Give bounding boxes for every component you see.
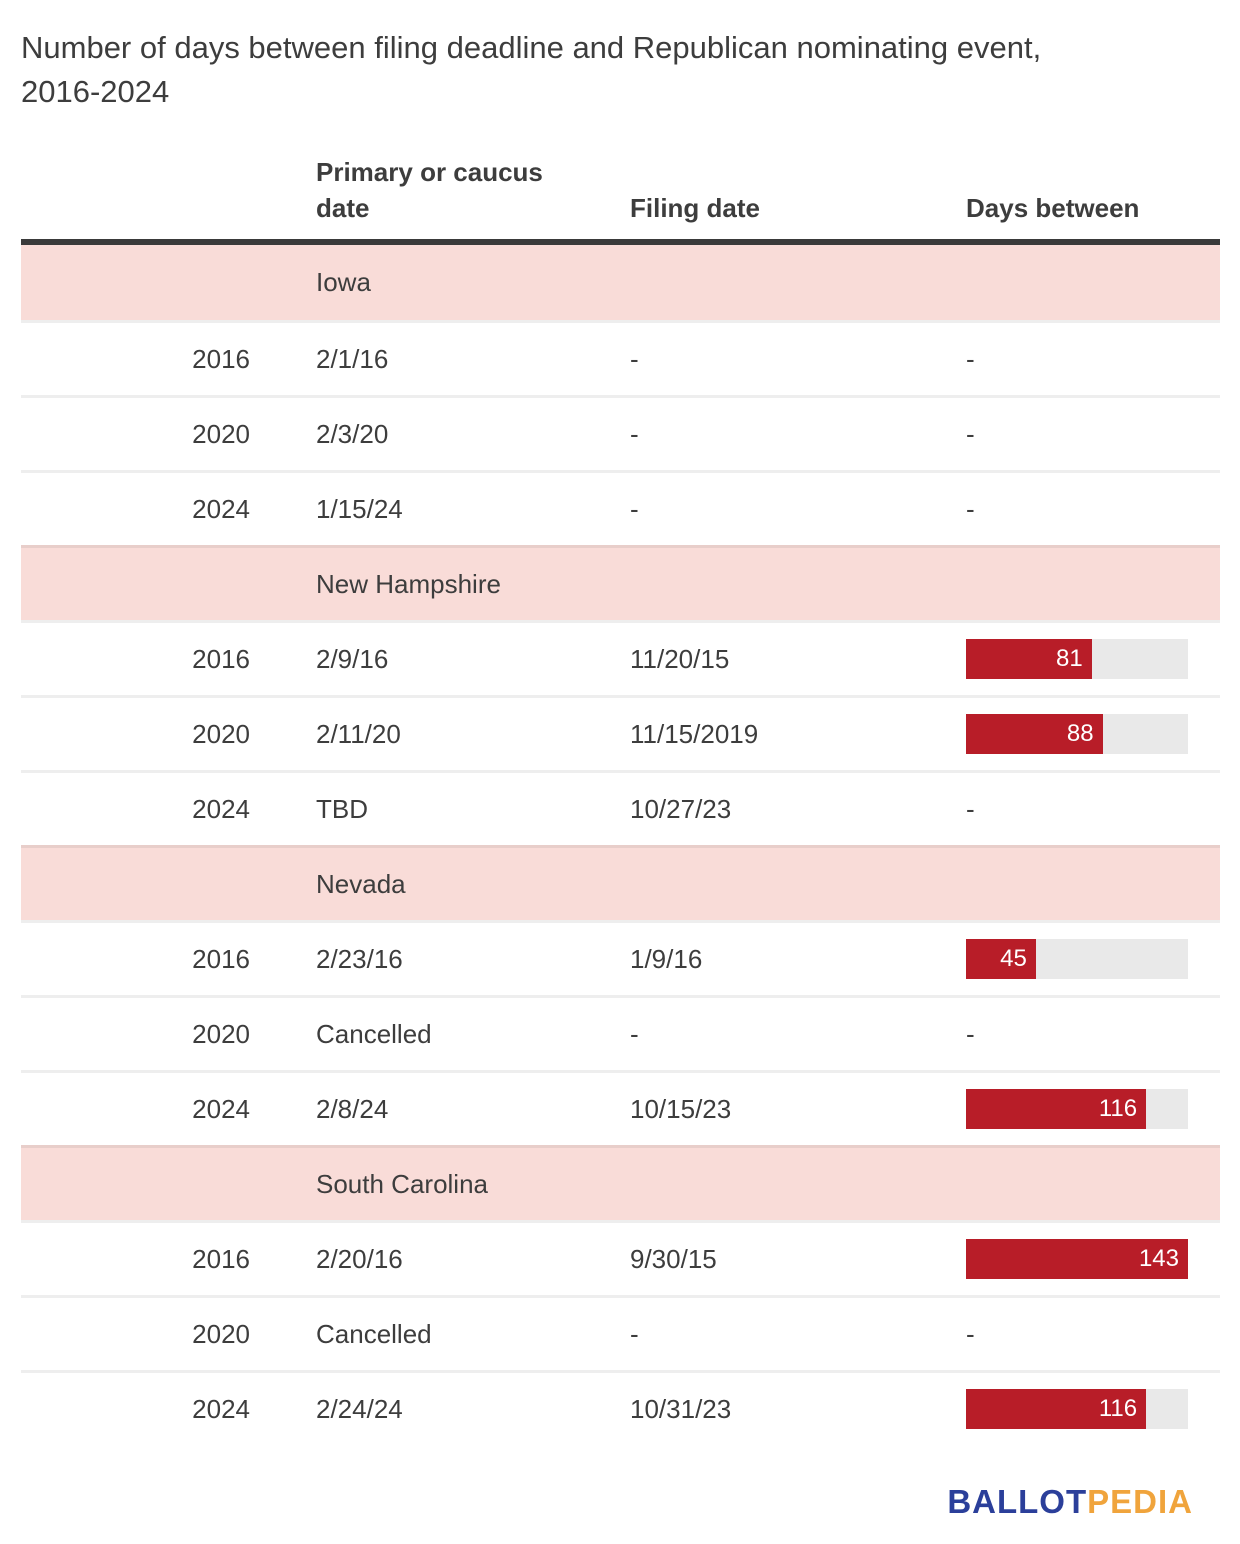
primary-date-cell: TBD [316, 793, 368, 824]
primary-date-cell: 2/8/24 [316, 1093, 389, 1124]
year-cell: 2020 [192, 718, 250, 749]
primary-date-cell: Cancelled [316, 1318, 432, 1349]
filing-date-cell: - [630, 343, 639, 374]
primary-date-cell: Cancelled [316, 1018, 432, 1049]
page-title-line2: 2016-2024 [21, 74, 170, 109]
primary-date-cell: 2/23/16 [316, 943, 403, 974]
days-between-cell: - [966, 343, 975, 374]
primary-date-cell: 2/3/20 [316, 418, 389, 449]
days-between-cell: 116 [966, 1389, 1220, 1429]
days-between-cell: 143 [966, 1239, 1220, 1279]
table-row: 2016 2/20/16 9/30/15 143 [21, 1220, 1220, 1295]
days-between-cell: - [966, 493, 975, 524]
filing-date-cell: 10/27/23 [630, 793, 732, 824]
filing-date-cell: - [630, 493, 639, 524]
year-cell: 2024 [192, 493, 250, 524]
filing-date-cell: - [630, 1318, 639, 1349]
logo-pedia-text: PEDIA [1087, 1483, 1193, 1520]
year-cell: 2016 [192, 643, 250, 674]
filing-date-cell: - [630, 418, 639, 449]
state-label: New Hampshire [316, 568, 501, 599]
days-between-cell: 45 [966, 939, 1220, 979]
filing-date-cell: 9/30/15 [630, 1243, 717, 1274]
table-row: 2020 2/11/20 11/15/2019 88 [21, 695, 1220, 770]
primary-date-column-header: Primary or caucus date [316, 157, 543, 223]
days-bar: 116 [966, 1089, 1147, 1129]
primary-date-cell: 2/9/16 [316, 643, 389, 674]
filing-date-cell: 11/15/2019 [630, 718, 759, 749]
year-cell: 2016 [192, 943, 250, 974]
days-bar-label: 45 [1000, 945, 1027, 972]
days-between-cell: - [966, 793, 975, 824]
year-cell: 2020 [192, 1018, 250, 1049]
filing-date-cell: 10/31/23 [630, 1393, 732, 1424]
days-between-cell: 81 [966, 639, 1220, 679]
table-row: 2016 2/1/16 - - [21, 320, 1220, 395]
table-row: 2016 2/9/16 11/20/15 81 [21, 620, 1220, 695]
table-row: 2024 2/24/24 10/31/23 116 [21, 1370, 1220, 1445]
days-bar-track: 116 [966, 1389, 1188, 1429]
filing-date-cell: - [630, 1018, 639, 1049]
days-bar: 143 [966, 1239, 1188, 1279]
primary-date-cell: 2/1/16 [316, 343, 389, 374]
days-bar-label: 81 [1056, 645, 1083, 672]
year-cell: 2024 [192, 793, 250, 824]
days-between-cell: - [966, 1318, 975, 1349]
table-row: 2020 Cancelled - - [21, 995, 1220, 1070]
state-label: South Carolina [316, 1168, 488, 1199]
days-between-cell: 88 [966, 714, 1220, 754]
logo-ballot-text: BALLOT [947, 1483, 1088, 1520]
table-row: 2024 TBD 10/27/23 - [21, 770, 1220, 845]
section-row-south-carolina: South Carolina [21, 1145, 1220, 1220]
days-bar-label: 143 [1138, 1245, 1179, 1272]
section-row-iowa: Iowa [21, 245, 1220, 320]
ballotpedia-logo: BALLOTPEDIA [21, 1483, 1220, 1521]
filing-date-cell: 11/20/15 [630, 643, 730, 674]
filing-date-column-header: Filing date [630, 193, 760, 223]
days-bar: 88 [966, 714, 1103, 754]
days-bar-track: 116 [966, 1089, 1188, 1129]
days-bar-label: 116 [1098, 1095, 1138, 1122]
days-bar-track: 143 [966, 1239, 1188, 1279]
table-row: 2024 2/8/24 10/15/23 116 [21, 1070, 1220, 1145]
table-row: 2024 1/15/24 - - [21, 470, 1220, 545]
days-between-cell: - [966, 418, 975, 449]
primary-date-cell: 2/24/24 [316, 1393, 403, 1424]
primary-date-cell: 2/11/20 [316, 718, 401, 749]
days-bar-track: 81 [966, 639, 1188, 679]
days-bar: 81 [966, 639, 1092, 679]
page-title: Number of days between filing deadline a… [21, 0, 1220, 114]
year-cell: 2020 [192, 418, 250, 449]
year-cell: 2016 [192, 1243, 250, 1274]
primary-date-cell: 1/15/24 [316, 493, 403, 524]
page-title-line1: Number of days between filing deadline a… [21, 30, 1042, 65]
days-between-cell: - [966, 1018, 975, 1049]
days-bar-track: 88 [966, 714, 1188, 754]
days-bar-label: 88 [1066, 720, 1094, 747]
table-row: 2020 Cancelled - - [21, 1295, 1220, 1370]
days-between-cell: 116 [966, 1089, 1220, 1129]
state-label: Iowa [316, 267, 371, 297]
section-row-new-hampshire: New Hampshire [21, 545, 1220, 620]
table-row: 2020 2/3/20 - - [21, 395, 1220, 470]
days-between-column-header: Days between [966, 193, 1140, 223]
filing-date-cell: 1/9/16 [630, 943, 703, 974]
section-row-nevada: Nevada [21, 845, 1220, 920]
days-bar: 45 [966, 939, 1036, 979]
filing-date-cell: 10/15/23 [630, 1093, 732, 1124]
days-bar-track: 45 [966, 939, 1188, 979]
year-cell: 2020 [192, 1318, 250, 1349]
primary-date-cell: 2/20/16 [316, 1243, 403, 1274]
days-bar: 116 [966, 1389, 1147, 1429]
year-cell: 2016 [192, 343, 250, 374]
table-header-row: Primary or caucus date Filing date Days … [21, 114, 1220, 245]
table-row: 2016 2/23/16 1/9/16 45 [21, 920, 1220, 995]
state-label: Nevada [316, 868, 406, 899]
year-cell: 2024 [192, 1093, 250, 1124]
days-bar-label: 116 [1098, 1395, 1138, 1422]
year-cell: 2024 [192, 1393, 250, 1424]
